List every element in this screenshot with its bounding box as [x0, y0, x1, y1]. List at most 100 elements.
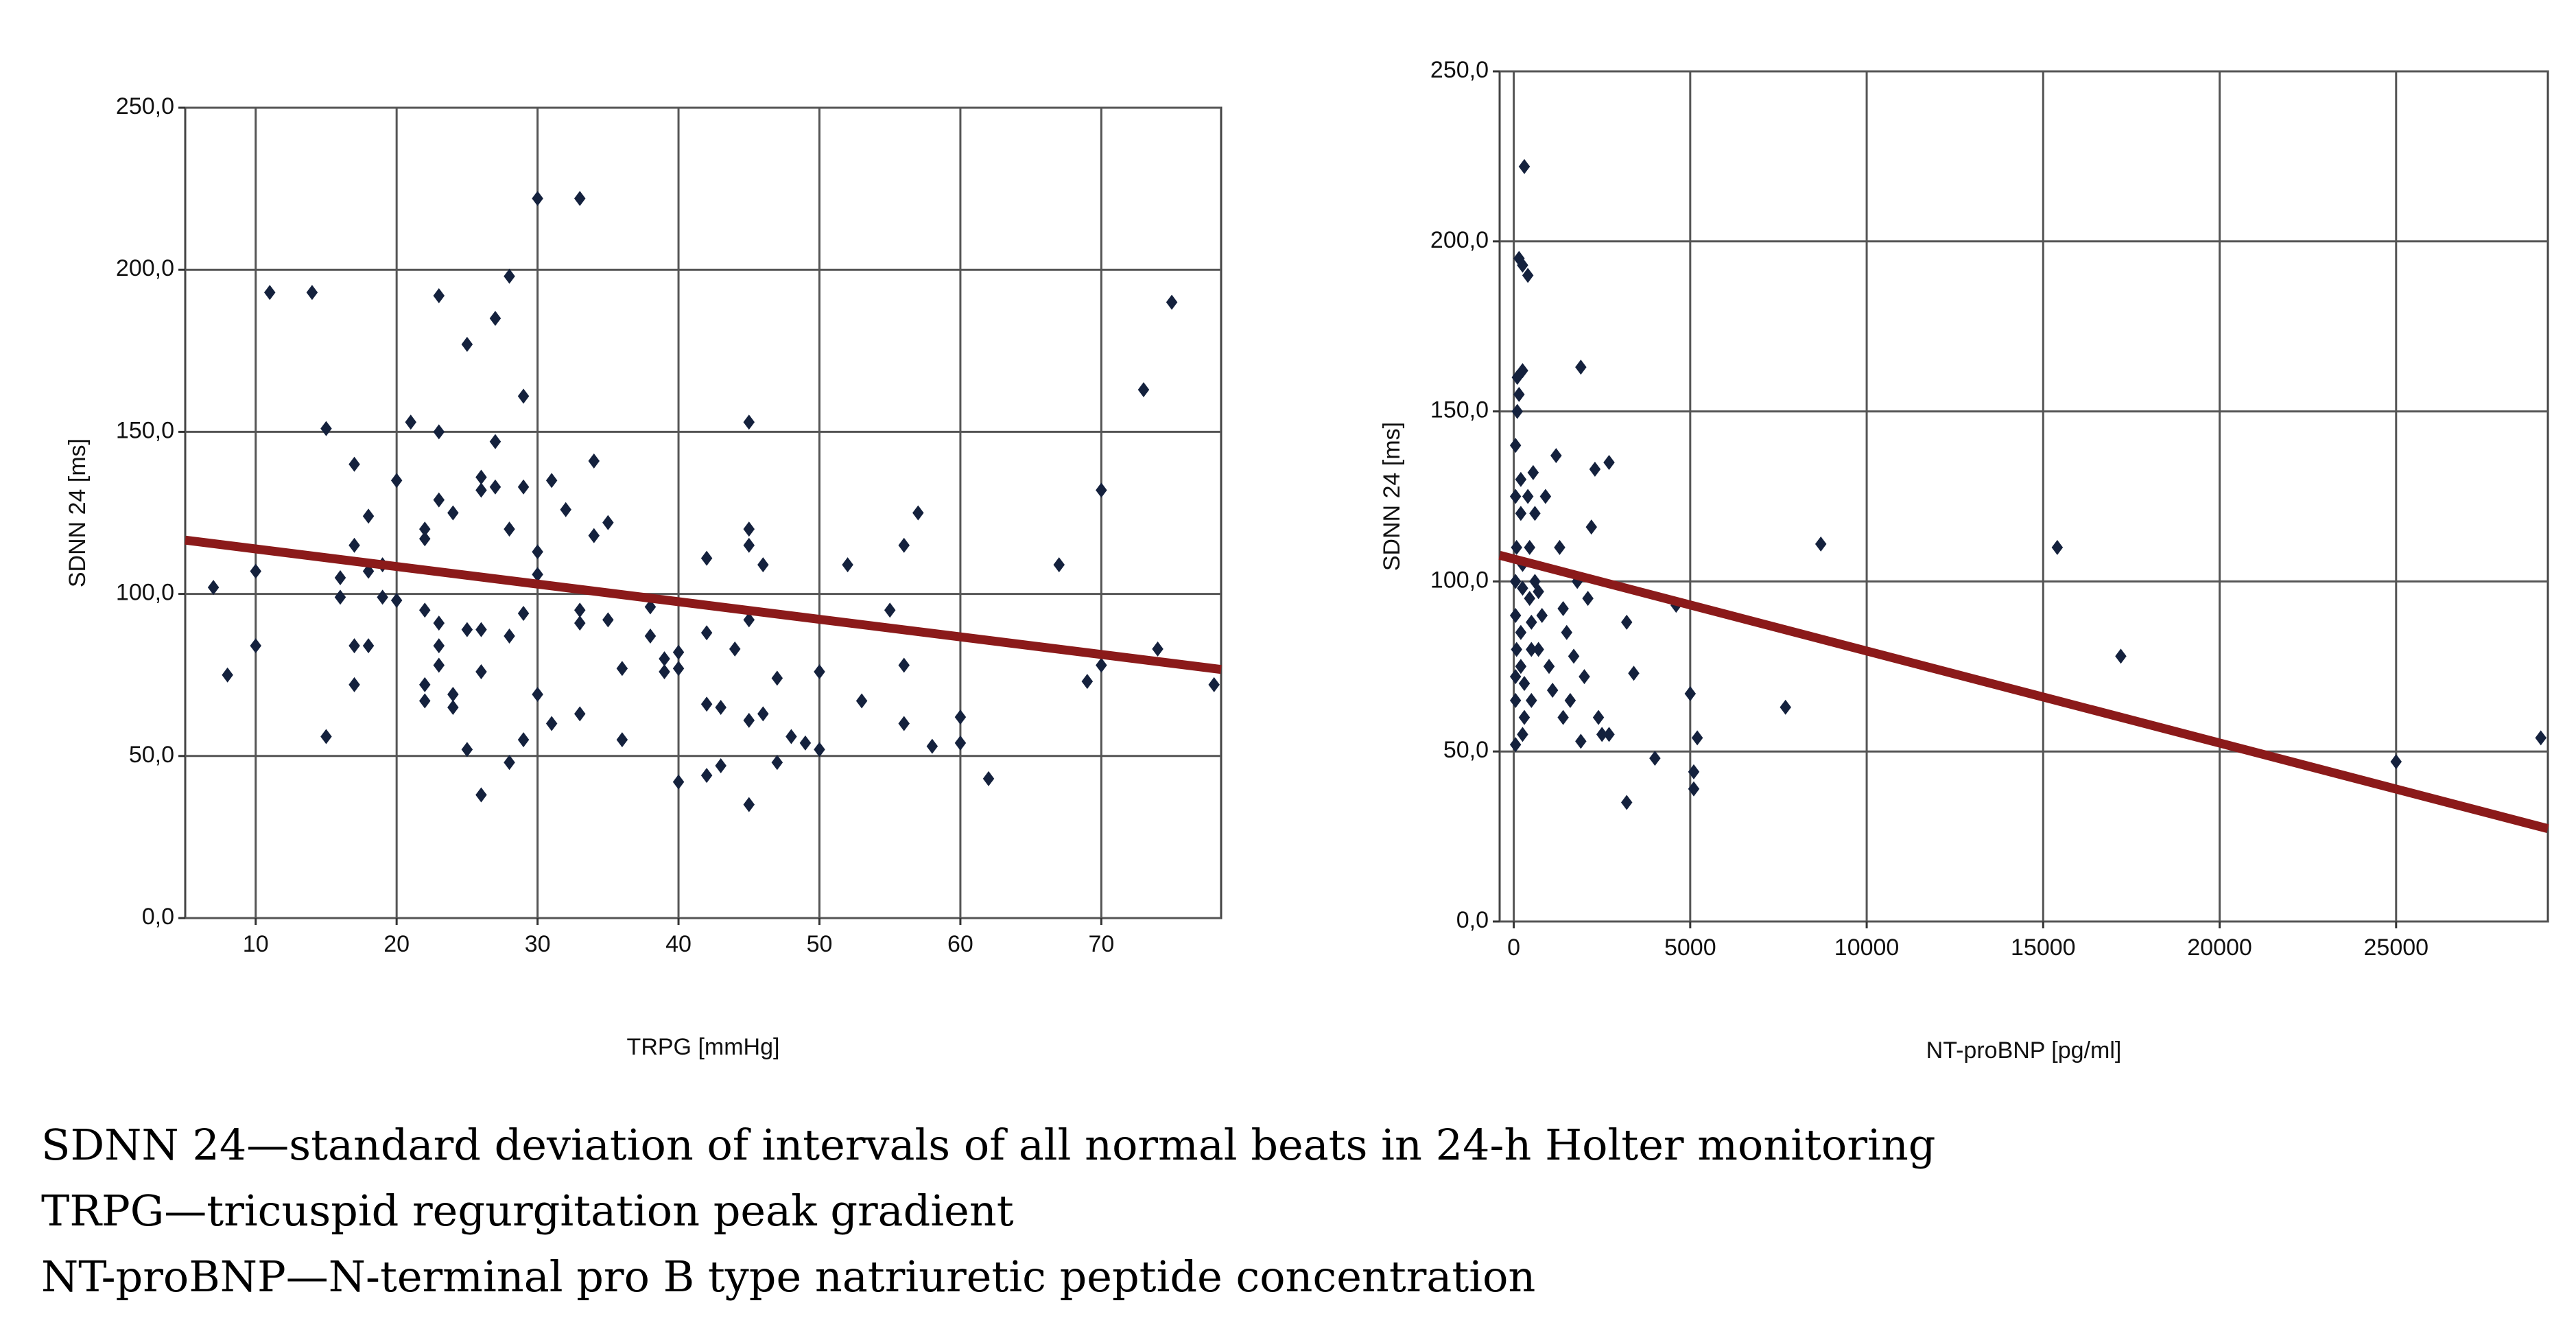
data-point [743, 712, 755, 728]
data-point [1603, 727, 1615, 742]
data-point [574, 191, 586, 207]
data-point [1780, 699, 1791, 715]
data-point [320, 421, 332, 436]
data-point [1546, 682, 1559, 698]
data-point [588, 453, 600, 469]
data-point [1533, 642, 1544, 657]
x-tick-label: 20 [383, 931, 410, 957]
x-tick-label: 60 [947, 931, 973, 957]
data-point [461, 622, 473, 637]
data-point [1628, 666, 1640, 681]
data-point [1579, 669, 1590, 685]
x-tick-label: 50 [807, 931, 833, 957]
data-point [390, 593, 403, 609]
data-point [1527, 465, 1539, 480]
x-tick-label: 70 [1088, 931, 1114, 957]
data-point [743, 521, 755, 537]
data-point [1515, 659, 1527, 674]
data-point [447, 687, 459, 703]
data-point [884, 602, 896, 618]
data-point [1589, 461, 1601, 477]
plot-area [1498, 70, 2549, 923]
data-point [1137, 381, 1150, 397]
data-point [1533, 584, 1544, 600]
data-point [433, 657, 445, 673]
trend-line [185, 535, 1222, 674]
data-point [1517, 727, 1528, 742]
data-point [1691, 730, 1703, 746]
data-point [560, 502, 571, 517]
caption-line: NT-proBNP—N-terminal pro B type natriure… [41, 1252, 1535, 1302]
y-tick-label: 0,0 [142, 904, 174, 930]
data-point [1688, 781, 1700, 797]
x-axis-label: NT-proBNP [pg/ml] [1926, 1037, 2122, 1064]
y-tick-label: 200,0 [1430, 227, 1489, 253]
data-point [1081, 674, 1094, 690]
data-point [1557, 709, 1569, 725]
data-point [320, 729, 332, 744]
data-point [2115, 648, 2127, 664]
data-point [1515, 624, 1527, 640]
data-point [785, 729, 797, 744]
data-point [545, 716, 558, 731]
data-point [700, 625, 713, 641]
caption-line: SDNN 24—standard deviation of intervals … [41, 1120, 1935, 1170]
data-point [1511, 403, 1523, 419]
data-point [1522, 489, 1534, 504]
data-point [504, 268, 515, 284]
data-point [1526, 692, 1537, 708]
data-point [532, 567, 543, 583]
data-point [588, 528, 600, 543]
data-point [1517, 580, 1528, 596]
data-point [1096, 657, 1107, 673]
data-point [1518, 676, 1531, 692]
data-point [461, 336, 473, 352]
data-point [461, 742, 473, 758]
data-point [475, 664, 487, 679]
data-point [574, 602, 586, 618]
data-point [1522, 268, 1534, 283]
data-point [532, 544, 543, 560]
data-point [334, 569, 346, 585]
data-point [1596, 727, 1608, 742]
data-point [447, 505, 459, 521]
data-point [1564, 692, 1576, 708]
data-point [362, 638, 375, 654]
data-point [982, 771, 995, 786]
data-point [926, 738, 938, 754]
data-point [898, 657, 910, 673]
data-point [1509, 737, 1522, 753]
data-point [1539, 489, 1552, 504]
data-point [672, 644, 685, 660]
data-point [814, 742, 825, 758]
data-point [1509, 692, 1522, 708]
data-point [1529, 506, 1541, 521]
data-point [771, 670, 783, 686]
data-point [659, 664, 670, 679]
data-point [504, 629, 515, 644]
data-point [644, 599, 657, 615]
data-point [700, 768, 713, 784]
x-tick-label: 40 [665, 931, 692, 957]
data-point [1550, 448, 1562, 464]
data-point [743, 612, 755, 628]
data-point [1511, 539, 1522, 555]
data-point [659, 651, 670, 667]
data-point [1053, 557, 1065, 573]
data-point [475, 469, 487, 485]
data-point [1524, 539, 1535, 555]
data-point [644, 629, 657, 644]
data-point [855, 693, 868, 709]
x-tick-label: 15000 [2011, 935, 2076, 961]
data-point [1166, 294, 1178, 310]
data-point [1561, 624, 1573, 640]
data-point [433, 492, 445, 508]
data-point [1575, 733, 1587, 749]
data-point [757, 706, 769, 722]
data-point [715, 699, 726, 715]
data-point [517, 479, 530, 495]
data-point [504, 755, 515, 771]
x-axis-label: TRPG [mmHg] [627, 1034, 780, 1060]
data-point [814, 664, 825, 679]
